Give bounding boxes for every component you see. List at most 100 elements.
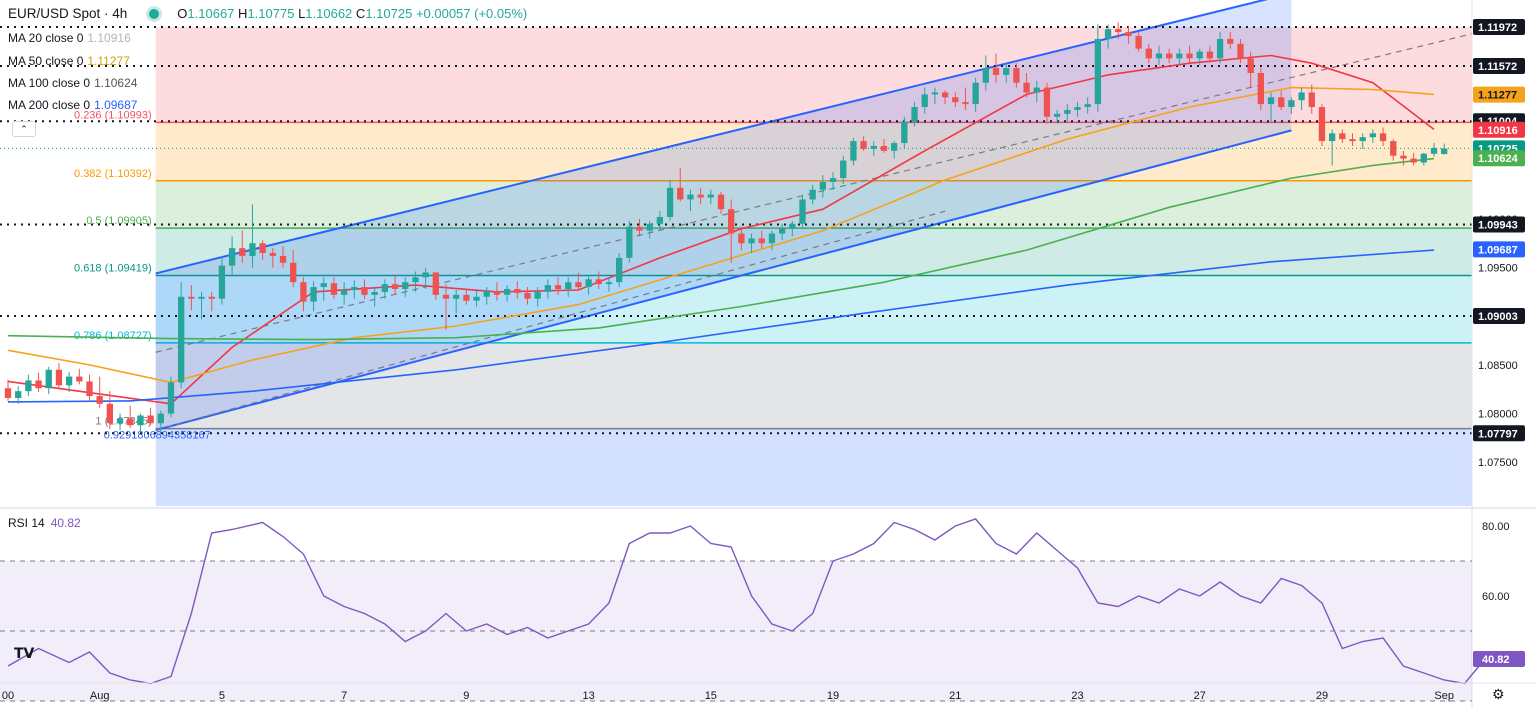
candle-body: [1339, 133, 1346, 140]
ma200-legend[interactable]: MA 200 close 0 1.09687: [8, 98, 138, 112]
price-badge: [1473, 307, 1525, 324]
candle-body: [921, 94, 928, 108]
collapse-legend-button[interactable]: ⌃: [12, 121, 36, 137]
ohlc-readout: O1.10667 H1.10775 L1.10662 C1.10725 +0.0…: [177, 6, 527, 21]
candle-body: [911, 107, 918, 122]
candle-body: [1023, 82, 1030, 93]
candle-body: [361, 287, 368, 295]
candle-body: [585, 279, 592, 288]
candle-body: [860, 141, 867, 149]
moving-average-line: [7, 86, 1435, 384]
candle-body: [534, 291, 541, 299]
price-badge: [1473, 150, 1525, 167]
candle-body: [463, 294, 470, 301]
candle-body: [1318, 107, 1326, 142]
settings-gear-icon[interactable]: ⚙: [1492, 686, 1505, 702]
candle-body: [1237, 43, 1244, 59]
price-badge: [1473, 57, 1525, 74]
candle-body: [789, 223, 796, 229]
candle-body: [188, 296, 195, 299]
candle-body: [1053, 113, 1061, 117]
candle-body: [1328, 133, 1336, 142]
price-badge-label: 1.11277: [1478, 90, 1517, 102]
candle-body: [1196, 51, 1203, 59]
candle-body: [677, 187, 684, 200]
candle-body: [565, 282, 572, 290]
time-tick-label: 5: [219, 690, 225, 702]
candle-body: [106, 403, 114, 424]
candle-body: [422, 272, 429, 278]
candle-body: [728, 209, 735, 234]
ma20-legend[interactable]: MA 20 close 0 1.10916: [8, 31, 131, 45]
time-tick-label: Aug: [90, 690, 110, 702]
candle-body: [453, 294, 460, 299]
candle-body: [432, 272, 439, 295]
candle-body: [829, 178, 837, 182]
candle-body: [972, 82, 979, 105]
close-label: C: [355, 6, 366, 21]
ma50-legend[interactable]: MA 50 close 0 1.11277: [8, 54, 130, 68]
time-tick-label: 13: [582, 690, 594, 702]
channel-lower-line: [155, 129, 1292, 432]
candle-body: [636, 226, 643, 231]
fib-level-label: 0.618 (1.09419): [74, 262, 152, 274]
fib-level-label: 0.786 (1.08727): [74, 330, 152, 342]
symbol-title[interactable]: EUR/USD Spot · 4h: [8, 6, 128, 21]
price-badge: [1473, 19, 1525, 36]
channel-inner-dashed-line: [155, 210, 946, 431]
candle-body: [1033, 87, 1040, 93]
candle-body: [1379, 133, 1387, 142]
candle-body: [738, 233, 745, 244]
time-tick-label: 21: [949, 690, 961, 702]
candle-body: [45, 369, 52, 389]
fib-zone: [155, 428, 1472, 506]
fib-extension-label: 0.9291806894358167: [104, 430, 211, 442]
rsi-value-badge-label: 40.82: [1482, 654, 1510, 666]
price-badge-label: 1.11572: [1478, 61, 1517, 73]
candle-body: [330, 283, 338, 295]
low-label: L: [298, 6, 306, 21]
candle-body: [147, 415, 154, 424]
time-tick-label: Sep: [1434, 690, 1454, 702]
price-badge-label: 1.11972: [1478, 22, 1517, 34]
candle-body: [1359, 137, 1366, 142]
candle-body: [177, 296, 185, 383]
candle-body: [840, 160, 847, 179]
candle-body: [1206, 51, 1214, 59]
candle-body: [249, 243, 256, 256]
channel-upper-line: [155, 0, 1268, 275]
market-status-icon: [149, 8, 160, 19]
candle-body: [116, 418, 124, 424]
close-value: 1.10725: [365, 6, 413, 21]
rsi-legend[interactable]: RSI 14 40.82: [8, 516, 81, 530]
open-value: 1.10667: [187, 6, 235, 21]
candle-body: [1308, 92, 1315, 108]
candle-body: [697, 194, 704, 198]
candle-body: [1176, 53, 1183, 59]
candle-body: [1257, 72, 1265, 105]
candle-body: [351, 287, 358, 290]
candle-body: [269, 253, 276, 256]
candle-body: [137, 415, 144, 426]
candle-body: [952, 97, 959, 103]
tradingview-logo-icon[interactable]: TV: [14, 646, 35, 662]
candle-body: [666, 187, 674, 217]
open-label: O: [177, 6, 188, 21]
candle-body: [524, 292, 531, 299]
candle-body: [931, 92, 939, 95]
rsi-line: [7, 518, 1486, 685]
candle-body: [656, 216, 664, 224]
rsi-tick-label: 60.00: [1482, 591, 1510, 603]
ma100-legend[interactable]: MA 100 close 0 1.10624: [8, 76, 138, 90]
price-badge-label: 1.09943: [1478, 219, 1518, 231]
candle-body: [371, 291, 378, 295]
candle-body: [1247, 58, 1254, 73]
high-label: H: [238, 6, 248, 21]
moving-average-line: [7, 157, 1435, 341]
fib-zone: [155, 275, 1472, 343]
time-tick-label: 15: [705, 690, 717, 702]
candle-body: [1420, 153, 1427, 163]
candle-body: [279, 255, 287, 263]
